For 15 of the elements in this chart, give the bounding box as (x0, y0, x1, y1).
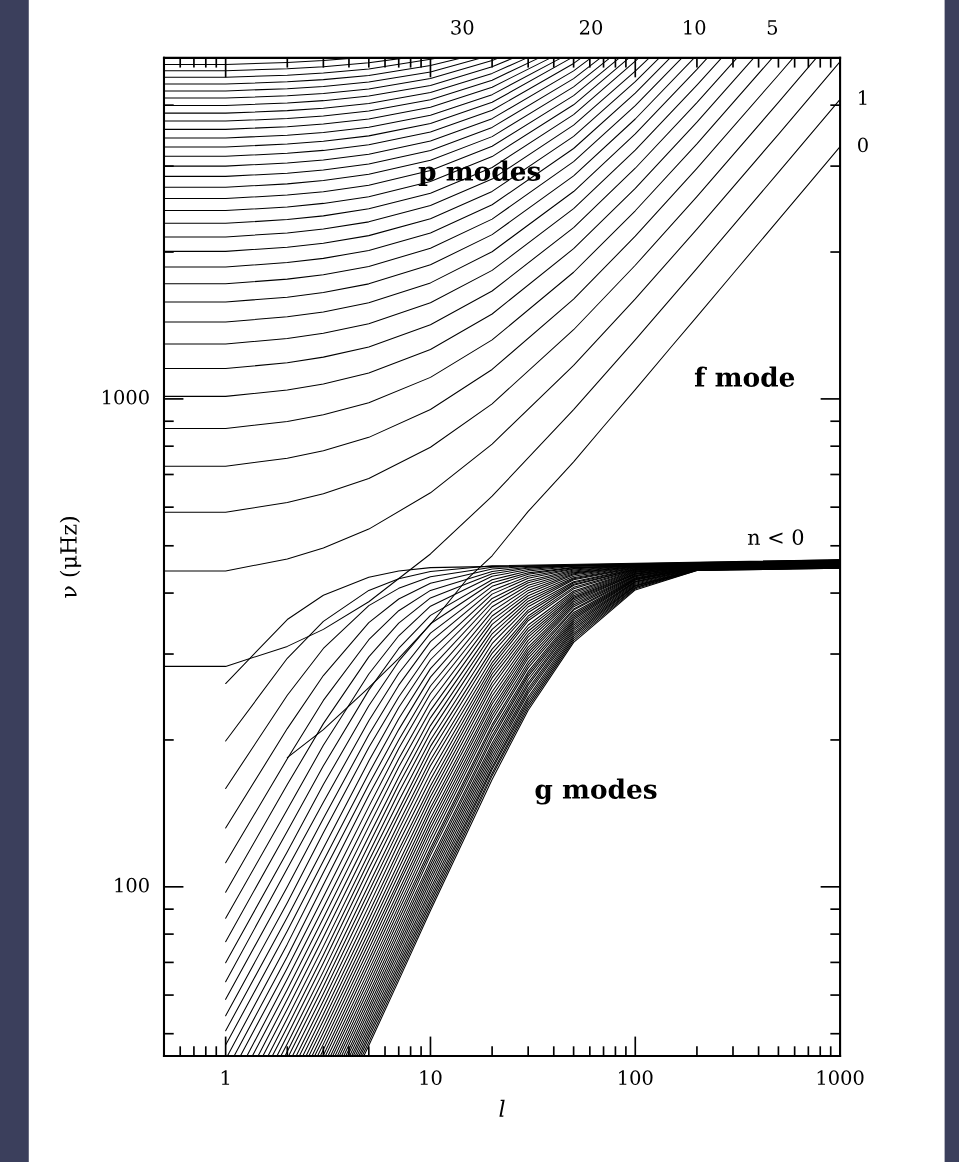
annotation: 10 (684, 19, 706, 35)
annotation: g modes (535, 778, 657, 805)
x-tick-label: 10 (420, 1070, 442, 1085)
x-tick-label: 1000 (817, 1070, 864, 1085)
annotation: 20 (579, 19, 603, 35)
x-axis-title: l (499, 1099, 505, 1117)
x-tick-label: 100 (619, 1070, 653, 1085)
annotation: 1 (859, 90, 867, 105)
annotation: f mode (694, 366, 795, 387)
y-axis-title: ν (μHz) (59, 516, 82, 598)
x-tick-label: 1 (221, 1070, 230, 1085)
annotation: n < 0 (747, 529, 804, 546)
annotation: 5 (767, 20, 778, 35)
annotation: 0 (858, 137, 868, 153)
annotation: 30 (451, 19, 474, 35)
